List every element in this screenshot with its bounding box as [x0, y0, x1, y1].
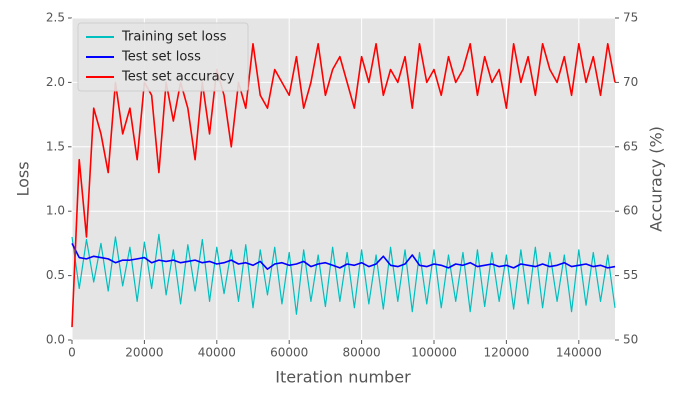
y-axis-label: Loss: [14, 161, 33, 196]
series-line: [71, 233, 616, 315]
y-tick-label: 1.5: [46, 139, 65, 153]
x-tick-label: 80000: [343, 346, 381, 360]
x-tick-label: 40000: [198, 346, 236, 360]
y-tick-label: 0.5: [46, 268, 65, 282]
x-axis-label: Iteration number: [275, 368, 411, 387]
legend-label: Test set accuracy: [121, 70, 235, 85]
x-tick-label: 140000: [556, 346, 602, 360]
legend-box: [77, 22, 249, 92]
y-tick-label: 2.0: [46, 75, 65, 89]
x-tick-label: 60000: [270, 346, 308, 360]
y2-tick-label: 65: [623, 139, 638, 153]
x-tick-label: 120000: [483, 346, 529, 360]
series-line: [71, 42, 616, 328]
series-line: [71, 243, 616, 270]
y2-tick-label: 70: [623, 75, 638, 89]
y2-tick-label: 50: [623, 333, 638, 347]
x-tick-label: 20000: [125, 346, 163, 360]
y2-tick-label: 55: [623, 268, 638, 282]
y-tick-label: 0.0: [46, 333, 65, 347]
y2-tick-label: 60: [623, 204, 638, 218]
legend-label: Test set loss: [121, 50, 201, 65]
y-tick-label: 1.0: [46, 204, 65, 218]
x-tick-label: 100000: [411, 346, 457, 360]
y2-tick-label: 75: [623, 11, 638, 25]
y-tick-label: 2.5: [46, 11, 65, 25]
legend-label: Training set loss: [121, 30, 227, 45]
x-tick-label: 0: [68, 346, 76, 360]
y2-axis-label: Accuracy (%): [647, 126, 666, 232]
